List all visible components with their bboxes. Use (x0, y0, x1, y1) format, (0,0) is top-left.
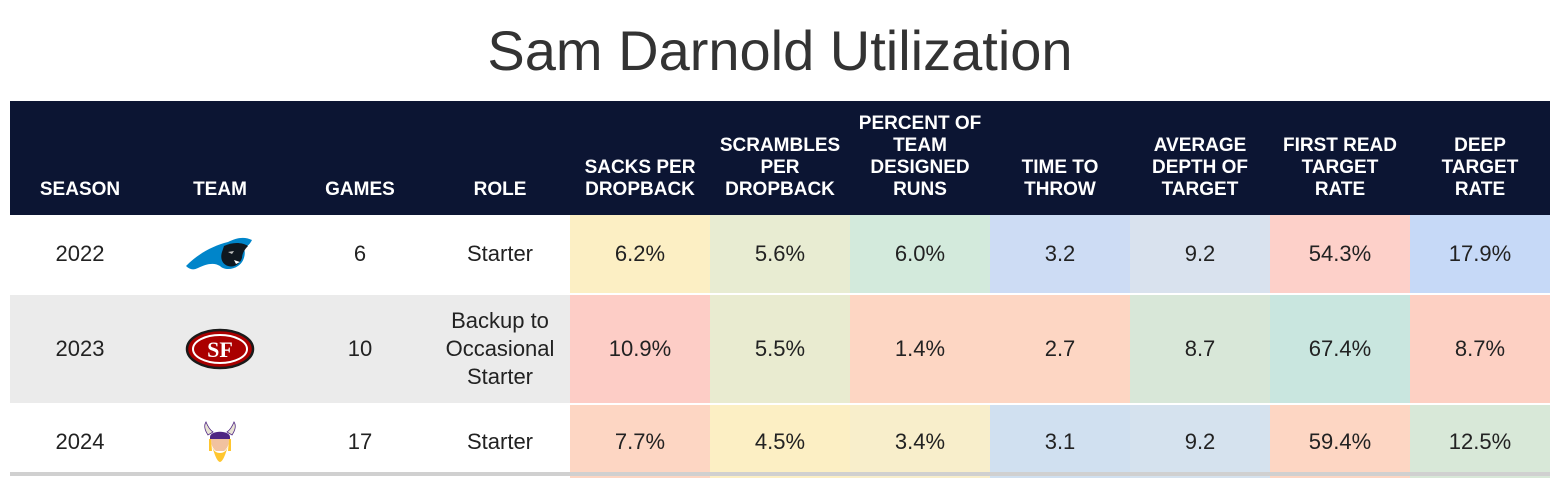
metric-cell: 1.4% (850, 294, 990, 405)
games-cell: 17 (290, 404, 430, 478)
metric-cell: 10.9% (570, 294, 710, 405)
utilization-table: SEASON TEAM GAMES ROLE SACKS PER DROPBAC… (10, 101, 1550, 478)
header-time-to-throw: TIME TO THROW (990, 101, 1130, 215)
header-adot: AVERAGE DEPTH OF TARGET (1130, 101, 1270, 215)
team-cell: SF (150, 294, 290, 405)
role-cell: Starter (430, 215, 570, 295)
role-cell: Starter (430, 404, 570, 478)
metric-cell: 9.2 (1130, 404, 1270, 478)
metric-cell: 9.2 (1130, 215, 1270, 295)
games-cell: 10 (290, 294, 430, 405)
header-deep-target-rate: DEEP TARGET RATE (1410, 101, 1550, 215)
49ers-logo-icon: SF (185, 328, 255, 370)
metric-cell: 2.7 (990, 294, 1130, 405)
metric-cell: 8.7 (1130, 294, 1270, 405)
season-cell: 2024 (10, 404, 150, 478)
metric-cell: 6.2% (570, 215, 710, 295)
metric-cell: 12.5% (1410, 404, 1550, 478)
metric-cell: 3.1 (990, 404, 1130, 478)
games-cell: 6 (290, 215, 430, 295)
header-row: SEASON TEAM GAMES ROLE SACKS PER DROPBAC… (10, 101, 1550, 215)
metric-cell: 8.7% (1410, 294, 1550, 405)
header-games: GAMES (290, 101, 430, 215)
header-season: SEASON (10, 101, 150, 215)
metric-cell: 6.0% (850, 215, 990, 295)
header-role: ROLE (430, 101, 570, 215)
season-cell: 2022 (10, 215, 150, 295)
table-row: 2022 6 Starter 6.2% 5.6% 6.0% 3.2 9.2 54… (10, 215, 1550, 295)
header-designed-runs: PERCENT OF TEAM DESIGNED RUNS (850, 101, 990, 215)
team-cell (150, 404, 290, 478)
metric-cell: 5.5% (710, 294, 850, 405)
metric-cell: 3.2 (990, 215, 1130, 295)
team-cell (150, 215, 290, 295)
metric-cell: 5.6% (710, 215, 850, 295)
metric-cell: 3.4% (850, 404, 990, 478)
season-cell: 2023 (10, 294, 150, 405)
metric-cell: 54.3% (1270, 215, 1410, 295)
chart-title: Sam Darnold Utilization (487, 19, 1073, 82)
metric-cell: 17.9% (1410, 215, 1550, 295)
header-sacks-per-dropback: SACKS PER DROPBACK (570, 101, 710, 215)
panthers-logo-icon (186, 237, 252, 270)
role-cell: Backup to Occasional Starter (430, 294, 570, 405)
header-first-read-target-rate: FIRST READ TARGET RATE (1270, 101, 1410, 215)
table-bottom-rule (10, 472, 1550, 476)
metric-cell: 4.5% (710, 404, 850, 478)
header-team: TEAM (150, 101, 290, 215)
metric-cell: 59.4% (1270, 404, 1410, 478)
header-scrambles-per-dropback: SCRAMBLES PER DROPBACK (710, 101, 850, 215)
metric-cell: 7.7% (570, 404, 710, 478)
table-row: 2023 SF 10 Backup to Occasional Starter … (10, 294, 1550, 405)
svg-text:SF: SF (207, 337, 233, 362)
table-row: 2024 17 Starter 7.7% 4.5% 3.4% 3.1 9.2 5… (10, 404, 1550, 478)
vikings-logo-icon (204, 420, 236, 462)
metric-cell: 67.4% (1270, 294, 1410, 405)
